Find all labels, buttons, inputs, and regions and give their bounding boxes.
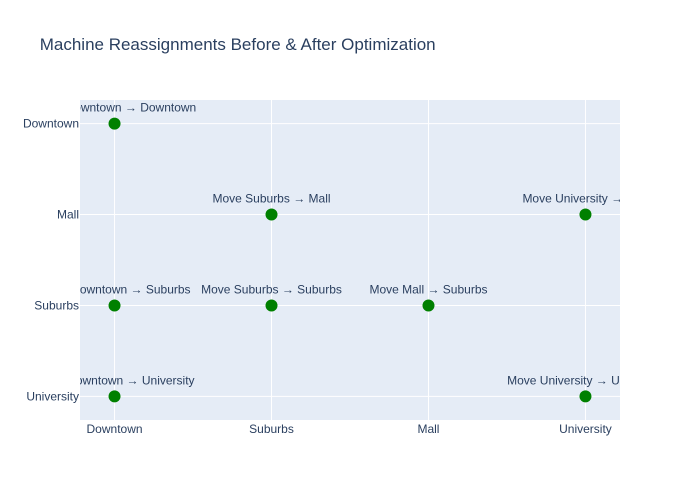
y-tick-label: University (26, 389, 79, 403)
x-tick-label: University (559, 422, 612, 436)
y-tick-label: Mall (57, 208, 79, 222)
x-axis: Downtown Suburbs Mall University (87, 422, 612, 436)
point-label: Move Downtown → University (35, 373, 195, 387)
data-points: Move Downtown → Downtown Move Suburbs → M… (33, 101, 664, 403)
x-tick-label: Suburbs (249, 422, 294, 436)
chart-title: ⁠⁠ Machine Reassignments Before & After … (35, 35, 436, 54)
data-point[interactable] (265, 208, 278, 221)
point-label: Move Mall → Suburbs (369, 282, 487, 296)
data-point[interactable] (265, 299, 278, 312)
x-tick-label: Mall (417, 422, 439, 436)
data-point[interactable] (108, 390, 121, 403)
x-tick-label: Downtown (87, 422, 143, 436)
plot-area (80, 100, 620, 420)
data-point[interactable] (579, 208, 592, 221)
y-tick-label: Downtown (23, 117, 79, 131)
point-label: Move University → Mall (522, 192, 648, 206)
y-tick-label: Suburbs (34, 298, 79, 312)
data-point[interactable] (422, 299, 435, 312)
point-label: Move Suburbs → Mall (212, 192, 330, 206)
data-point[interactable] (579, 390, 592, 403)
point-label: Move Downtown → Downtown (33, 101, 196, 115)
point-label: Move Downtown → Suburbs (38, 282, 190, 296)
y-axis: University Suburbs Mall Downtown (23, 117, 79, 404)
chart-title-text: ⁠ Machine Reassignments Before & After O… (35, 35, 436, 54)
point-label: Move Suburbs → Suburbs (201, 282, 342, 296)
data-point[interactable] (108, 117, 121, 130)
data-point[interactable] (108, 299, 121, 312)
grid (80, 100, 620, 420)
point-label: Move University → University (507, 373, 664, 387)
